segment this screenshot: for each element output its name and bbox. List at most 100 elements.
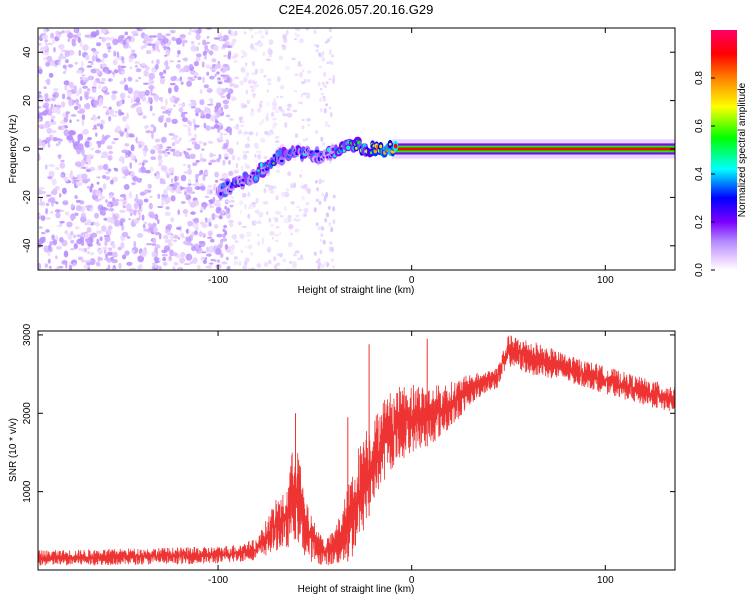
noise-cell bbox=[44, 98, 50, 102]
noise-cell bbox=[138, 111, 144, 114]
noise-cell bbox=[91, 54, 96, 63]
noise-cell bbox=[323, 194, 327, 201]
noise-cell bbox=[55, 167, 60, 170]
noise-cell bbox=[256, 263, 262, 268]
noise-cell bbox=[187, 132, 192, 136]
noise-cell bbox=[109, 207, 114, 212]
noise-cell bbox=[224, 244, 229, 250]
noise-cell bbox=[49, 197, 56, 203]
noise-cell bbox=[81, 114, 86, 121]
noise-cell bbox=[101, 225, 107, 232]
noise-cell bbox=[38, 118, 41, 122]
noise-cell bbox=[330, 258, 334, 262]
noise-cell bbox=[98, 81, 105, 85]
noise-cell bbox=[301, 195, 305, 201]
noise-cell bbox=[265, 58, 272, 62]
noise-cell bbox=[321, 57, 325, 62]
noise-cell bbox=[55, 143, 59, 147]
noise-cell bbox=[167, 242, 173, 247]
noise-cell bbox=[256, 108, 262, 113]
noise-cell bbox=[74, 28, 78, 32]
noise-cell bbox=[209, 205, 214, 209]
noise-cell bbox=[38, 140, 43, 147]
noise-cell bbox=[191, 245, 197, 252]
noise-cell bbox=[287, 217, 292, 223]
noise-cell bbox=[257, 233, 260, 237]
noise-cell bbox=[196, 53, 202, 58]
noise-cell bbox=[89, 258, 96, 266]
noise-cell bbox=[173, 104, 176, 108]
noise-cell bbox=[135, 68, 142, 73]
noise-cell bbox=[171, 36, 176, 42]
noise-cell bbox=[292, 157, 297, 161]
noise-cell bbox=[268, 39, 274, 46]
noise-cell bbox=[161, 115, 165, 118]
noise-cell bbox=[123, 166, 128, 171]
noise-cell bbox=[44, 39, 49, 42]
noise-cell bbox=[160, 106, 167, 110]
noise-cell bbox=[165, 98, 168, 106]
noise-cell bbox=[82, 166, 86, 169]
noise-cell bbox=[138, 76, 142, 80]
noise-cell bbox=[101, 134, 105, 142]
noise-cell bbox=[215, 102, 222, 109]
noise-cell bbox=[266, 101, 269, 107]
noise-cell bbox=[181, 117, 188, 122]
noise-cell bbox=[241, 192, 247, 198]
noise-cell bbox=[177, 209, 180, 215]
noise-cell bbox=[170, 217, 175, 223]
noise-cell bbox=[75, 90, 80, 97]
noise-cell bbox=[198, 241, 206, 244]
noise-cell bbox=[271, 101, 278, 107]
noise-cell bbox=[174, 139, 181, 144]
noise-cell bbox=[305, 202, 310, 206]
noise-cell bbox=[229, 222, 234, 228]
noise-cell bbox=[114, 126, 121, 132]
noise-cell bbox=[160, 97, 164, 103]
noise-cell bbox=[74, 161, 82, 167]
spectrogram-plot-area bbox=[38, 28, 675, 270]
noise-cell bbox=[279, 144, 285, 148]
noise-cell bbox=[96, 176, 101, 179]
noise-cell bbox=[144, 170, 151, 174]
noise-cell bbox=[259, 68, 264, 74]
noise-cell bbox=[144, 89, 150, 96]
noise-cell bbox=[90, 251, 95, 256]
noise-cell bbox=[304, 207, 308, 211]
noise-cell bbox=[135, 79, 139, 82]
noise-cell bbox=[299, 257, 304, 260]
noise-cell bbox=[51, 178, 57, 186]
noise-cell bbox=[38, 124, 43, 128]
noise-cell bbox=[75, 98, 79, 106]
noise-cell bbox=[255, 131, 259, 137]
noise-cell bbox=[75, 205, 82, 212]
noise-cell bbox=[241, 225, 247, 228]
noise-cell bbox=[190, 211, 196, 215]
noise-cell bbox=[64, 84, 68, 91]
noise-cell bbox=[314, 180, 318, 184]
noise-cell bbox=[229, 118, 234, 121]
noise-cell bbox=[250, 252, 254, 257]
noise-cell bbox=[205, 125, 211, 131]
noise-cell bbox=[176, 54, 180, 58]
noise-cell bbox=[119, 132, 124, 137]
noise-cell bbox=[75, 199, 81, 203]
noise-cell bbox=[45, 202, 50, 207]
noise-cell bbox=[226, 265, 231, 270]
noise-cell bbox=[189, 153, 196, 159]
noise-cell bbox=[221, 172, 228, 180]
noise-cell bbox=[207, 141, 214, 144]
noise-cell bbox=[163, 234, 169, 240]
noise-cell bbox=[160, 165, 168, 172]
noise-cell bbox=[59, 220, 65, 224]
snr-x-label: Height of straight line (km) bbox=[298, 584, 415, 595]
noise-cell bbox=[185, 194, 192, 201]
noise-cell bbox=[258, 30, 263, 34]
noise-cell bbox=[168, 255, 172, 262]
noise-cell bbox=[188, 103, 193, 107]
noise-cell bbox=[213, 37, 220, 40]
noise-cell bbox=[43, 28, 47, 35]
noise-cell bbox=[137, 141, 141, 145]
noise-cell bbox=[198, 108, 202, 113]
noise-cell bbox=[294, 28, 301, 32]
